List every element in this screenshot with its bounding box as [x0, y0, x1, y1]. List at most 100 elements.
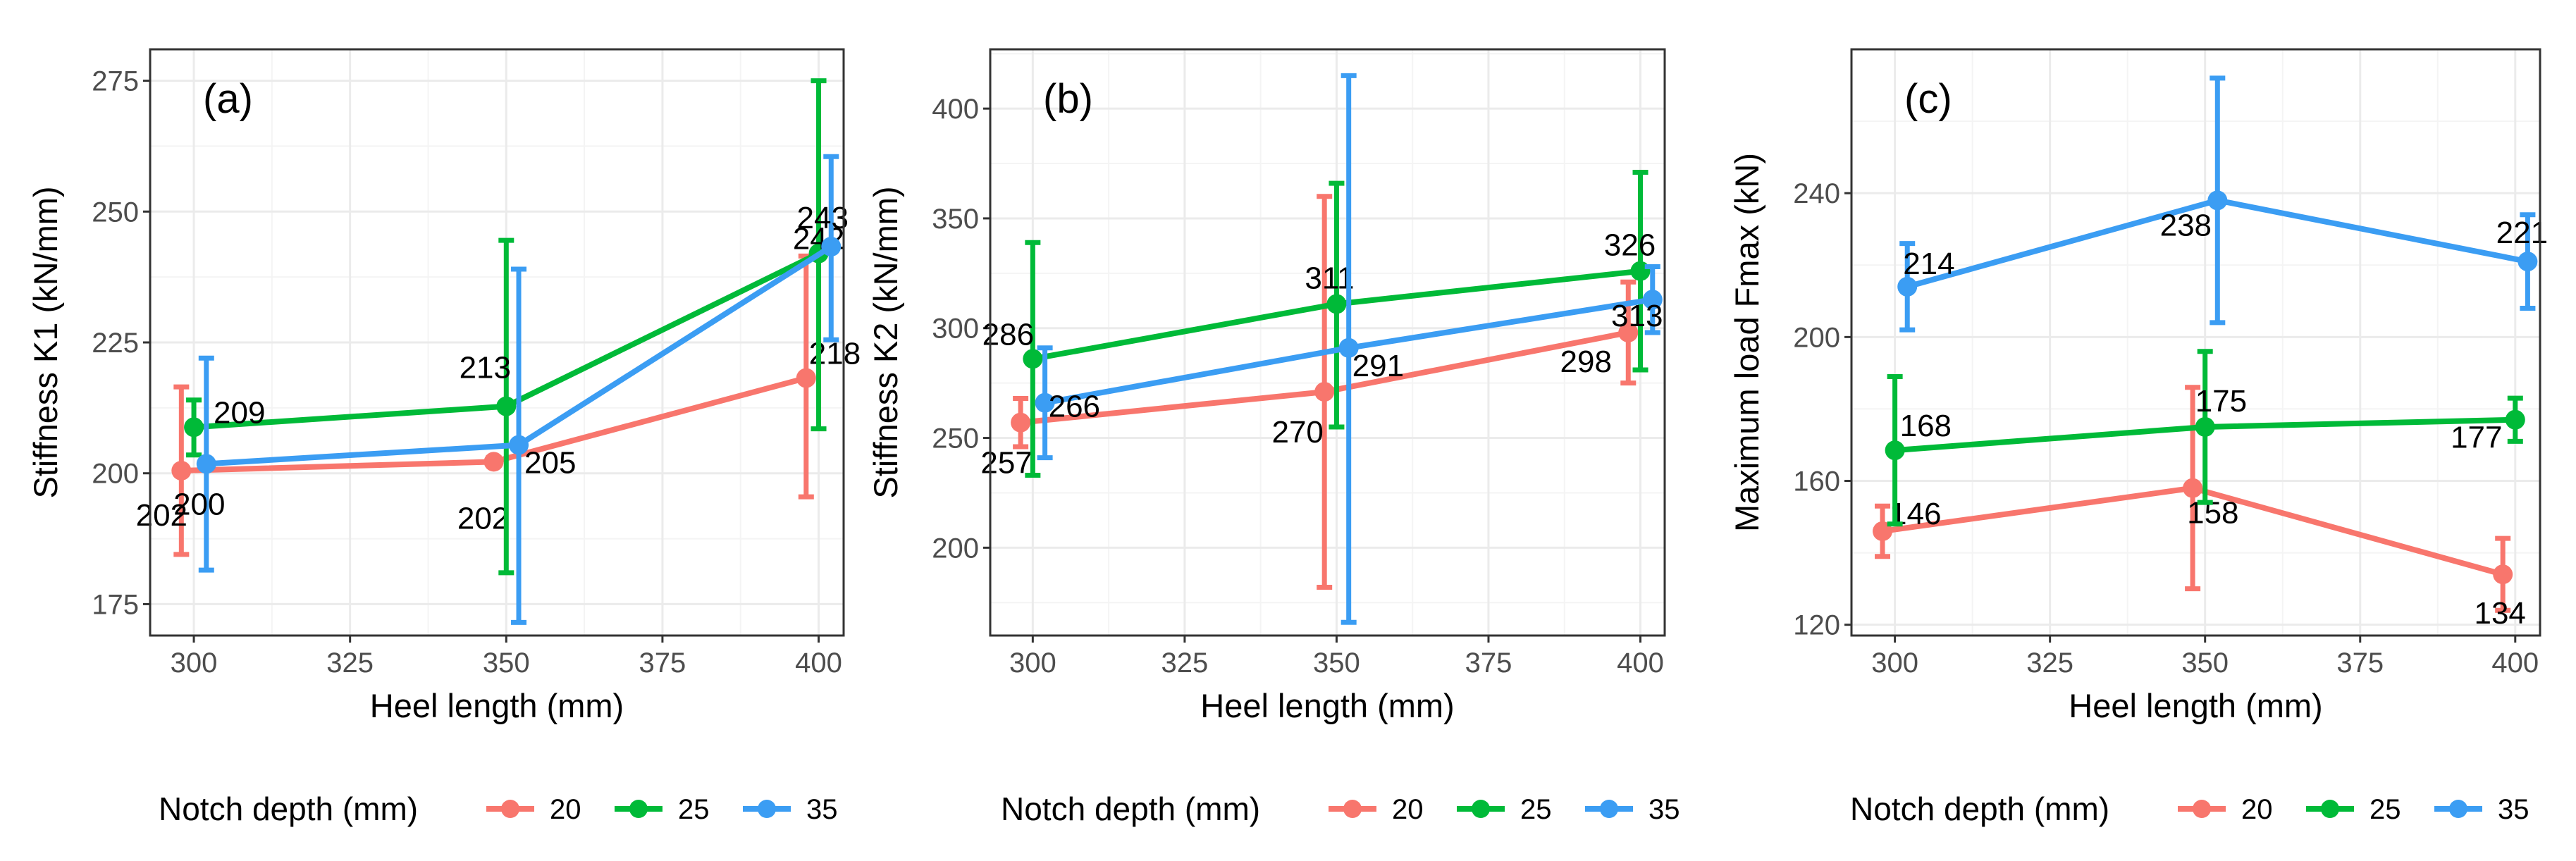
panel-border — [989, 48, 1666, 637]
data-label: 214 — [1903, 247, 1954, 281]
x-tick-label: 350 — [483, 648, 530, 679]
data-point — [1338, 337, 1359, 358]
plot-background — [1851, 49, 2540, 636]
data-label: 200 — [173, 487, 225, 521]
data-point — [2518, 252, 2538, 272]
y-axis-title: Stiffness K2 (kN/mm) — [867, 186, 904, 498]
x-tick-label: 325 — [326, 648, 374, 679]
y-axis-title: Stiffness K1 (kN/mm) — [27, 186, 64, 498]
data-point — [796, 368, 816, 388]
data-point — [1618, 322, 1639, 342]
legend-title: Notch depth (mm) — [1001, 791, 1260, 827]
legend-key-point — [2321, 800, 2339, 818]
data-label: 134 — [2474, 596, 2525, 631]
x-tick-label: 350 — [2181, 648, 2229, 679]
data-point — [2493, 564, 2513, 585]
data-label: 209 — [214, 395, 265, 430]
data-point — [1630, 261, 1651, 281]
legend-key-point — [758, 800, 776, 818]
panel-label: (b) — [1043, 76, 1093, 122]
legend-key-point — [1600, 800, 1618, 818]
y-axis-title: Maximum load Fmax (kN) — [1728, 153, 1765, 532]
legend-label: 35 — [2498, 794, 2529, 825]
panel-border — [1850, 48, 2541, 637]
x-axis-title: Heel length (mm) — [370, 687, 624, 724]
legend-title: Notch depth (mm) — [159, 791, 418, 827]
y-tick-label: 120 — [1793, 610, 1840, 641]
x-tick-label: 300 — [1871, 648, 1918, 679]
legend-key-point — [629, 800, 648, 818]
panel-label: (a) — [203, 76, 253, 122]
data-label: 243 — [797, 201, 849, 235]
y-tick-label: 175 — [92, 589, 139, 620]
data-point — [196, 454, 216, 474]
data-point — [1642, 290, 1663, 310]
data-label: 177 — [2451, 421, 2502, 455]
data-label: 158 — [2187, 496, 2238, 531]
x-tick-label: 400 — [1617, 648, 1664, 679]
legend-label: 20 — [1392, 794, 1424, 825]
data-point — [1897, 276, 1918, 297]
x-tick-label: 400 — [2491, 648, 2539, 679]
x-tick-label: 300 — [1009, 648, 1056, 679]
data-point — [1011, 412, 1031, 433]
y-tick-label: 350 — [932, 204, 979, 235]
legend-key-point — [1343, 800, 1362, 818]
data-label: 266 — [1049, 390, 1100, 424]
data-point — [171, 461, 192, 481]
plot-background — [990, 49, 1665, 636]
x-tick-label: 325 — [1161, 648, 1209, 679]
y-tick-label: 250 — [932, 423, 979, 454]
data-label: 238 — [2160, 208, 2212, 242]
data-point — [496, 396, 517, 416]
x-tick-label: 300 — [171, 648, 218, 679]
data-label: 175 — [2195, 384, 2247, 419]
legend-label: 35 — [1648, 794, 1680, 825]
data-label: 257 — [980, 446, 1032, 481]
series-20: 257 270 298 — [980, 194, 1639, 590]
legend-key-point — [1472, 800, 1490, 818]
x-axis-title: Heel length (mm) — [2069, 687, 2322, 724]
data-point — [821, 237, 842, 257]
legend-label: 20 — [2241, 794, 2273, 825]
x-tick-label: 375 — [639, 648, 686, 679]
data-point — [2505, 409, 2525, 430]
data-label: 202 — [136, 498, 187, 533]
data-point — [1023, 349, 1043, 369]
data-label: 291 — [1352, 349, 1404, 383]
y-tick-label: 275 — [92, 66, 139, 97]
series-25: 168 175 177 — [1885, 349, 2525, 527]
legend: Notch depth (mm) 20 25 35 — [1001, 791, 1680, 827]
y-tick-label: 225 — [92, 328, 139, 359]
legend: Notch depth (mm) 20 25 35 — [1850, 791, 2529, 827]
data-point — [2195, 416, 2215, 437]
data-label: 202 — [457, 501, 509, 535]
data-point — [184, 417, 204, 438]
data-label: 311 — [1305, 261, 1354, 295]
y-tick-label: 250 — [92, 197, 139, 228]
data-point — [483, 452, 504, 472]
y-tick-label: 300 — [932, 314, 979, 345]
x-tick-label: 375 — [2336, 648, 2384, 679]
data-point — [509, 435, 529, 455]
legend: Notch depth (mm) 20 25 35 — [159, 791, 838, 827]
legend-key-point — [2449, 800, 2467, 818]
panel-label: (c) — [1904, 76, 1952, 122]
data-point — [1314, 382, 1335, 402]
data-label: 213 — [460, 351, 511, 385]
y-tick-label: 160 — [1793, 466, 1840, 497]
series-35: 266 291 313 — [1035, 73, 1663, 625]
y-tick-label: 200 — [1793, 322, 1840, 353]
legend-label: 25 — [2369, 794, 2401, 825]
data-label: 298 — [1560, 345, 1612, 379]
y-tick-label: 240 — [1793, 178, 1840, 209]
y-tick-label: 400 — [932, 94, 979, 125]
x-tick-label: 375 — [1465, 648, 1512, 679]
legend-label: 20 — [550, 794, 581, 825]
